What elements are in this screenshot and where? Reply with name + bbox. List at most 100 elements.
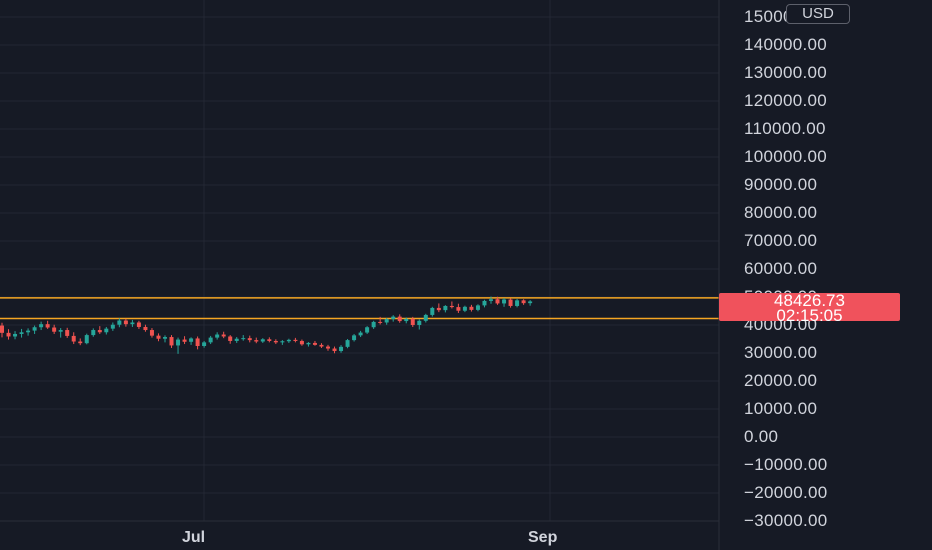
candle-body-up [117,320,122,325]
candle-body-down [293,339,298,341]
candle [19,328,24,338]
candle-body-down [52,327,57,332]
candle-body-down [469,306,474,310]
candle-body-down [182,339,187,342]
candle [306,342,311,347]
candle [502,298,507,307]
candle-body-down [143,326,148,331]
candle [410,316,415,327]
candle [32,325,37,334]
candle-body-up [26,330,31,333]
candle [163,335,167,343]
candle-body-up [345,340,350,347]
candle [91,328,96,337]
candle-body-up [423,314,428,321]
candle-body-up [475,305,480,310]
candle-body-up [339,346,344,352]
candle-body-down [123,320,128,325]
price-tick-label: 90000.00 [744,175,818,194]
candle-body-down [332,348,337,352]
candle-body-down [71,335,76,342]
candle [267,337,272,343]
candle [6,329,11,340]
candle [293,337,298,343]
candle [515,298,520,308]
candle [215,332,220,340]
candle [404,317,409,324]
candle [13,331,18,340]
candle-body-down [273,340,278,343]
time-tick-label: Jul [182,529,206,546]
price-tick-label: 20000.00 [744,371,818,390]
candle-body-down [521,300,526,304]
candle [430,306,435,317]
price-tick-label: 100000.00 [744,147,828,166]
candle-body-up [306,342,311,345]
candle-body-down [45,324,50,328]
candle [143,324,148,332]
candle [384,318,389,325]
candle-body-down [169,337,174,346]
candle [443,305,448,313]
candle [482,299,487,308]
time-tick-label: Sep [528,529,558,546]
candle-body-up [58,330,63,332]
price-tick-label: 120000.00 [744,91,828,110]
candle [136,320,141,329]
candle [247,335,252,343]
last-price-value: 48426.73 [774,291,845,310]
candle-body-up [391,316,396,320]
candle [52,324,57,334]
price-tick-label: 10000.00 [744,399,818,418]
bar-countdown: 02:15:05 [776,306,843,325]
candle [156,333,161,342]
candle [286,338,291,343]
candle-body-up [110,324,115,329]
candle [339,345,344,353]
horizontal-levels[interactable] [0,297,719,320]
price-tick-label: 60000.00 [744,259,818,278]
candle-body-up [163,337,167,339]
candle [260,338,265,343]
candle-body-up [404,318,409,322]
candle [123,318,128,327]
candle [326,344,330,351]
candle [202,340,207,348]
candlestick-series [0,296,533,354]
candle-body-down [267,339,272,341]
candle-body-down [436,307,441,311]
candle [117,318,122,328]
candle-body-up [482,300,487,306]
candle [149,328,154,338]
price-tick-label: 110000.00 [744,119,826,138]
grid-lines [0,0,719,522]
candle [97,326,102,334]
currency-badge[interactable]: USD [786,4,850,24]
candle [528,300,533,306]
candle [169,335,174,348]
candle-body-up [241,338,246,340]
candle [391,315,396,322]
candle [312,340,317,346]
candle-body-up [176,339,181,346]
candle-body-up [39,324,44,328]
candle [475,304,480,312]
candle [208,335,213,345]
candle [228,335,233,344]
candle-body-up [260,339,265,342]
candle-body-up [443,305,448,311]
candle [65,327,70,338]
candle-body-down [299,340,304,345]
candle [449,301,454,309]
candle-body-down [136,322,141,327]
candle-body-up [189,338,194,342]
candle [319,343,324,348]
candle-body-down [378,321,383,323]
candle-body-down [65,330,70,336]
candle [71,332,76,345]
candle [456,303,461,313]
candle-body-down [0,325,4,333]
candle [254,337,259,344]
